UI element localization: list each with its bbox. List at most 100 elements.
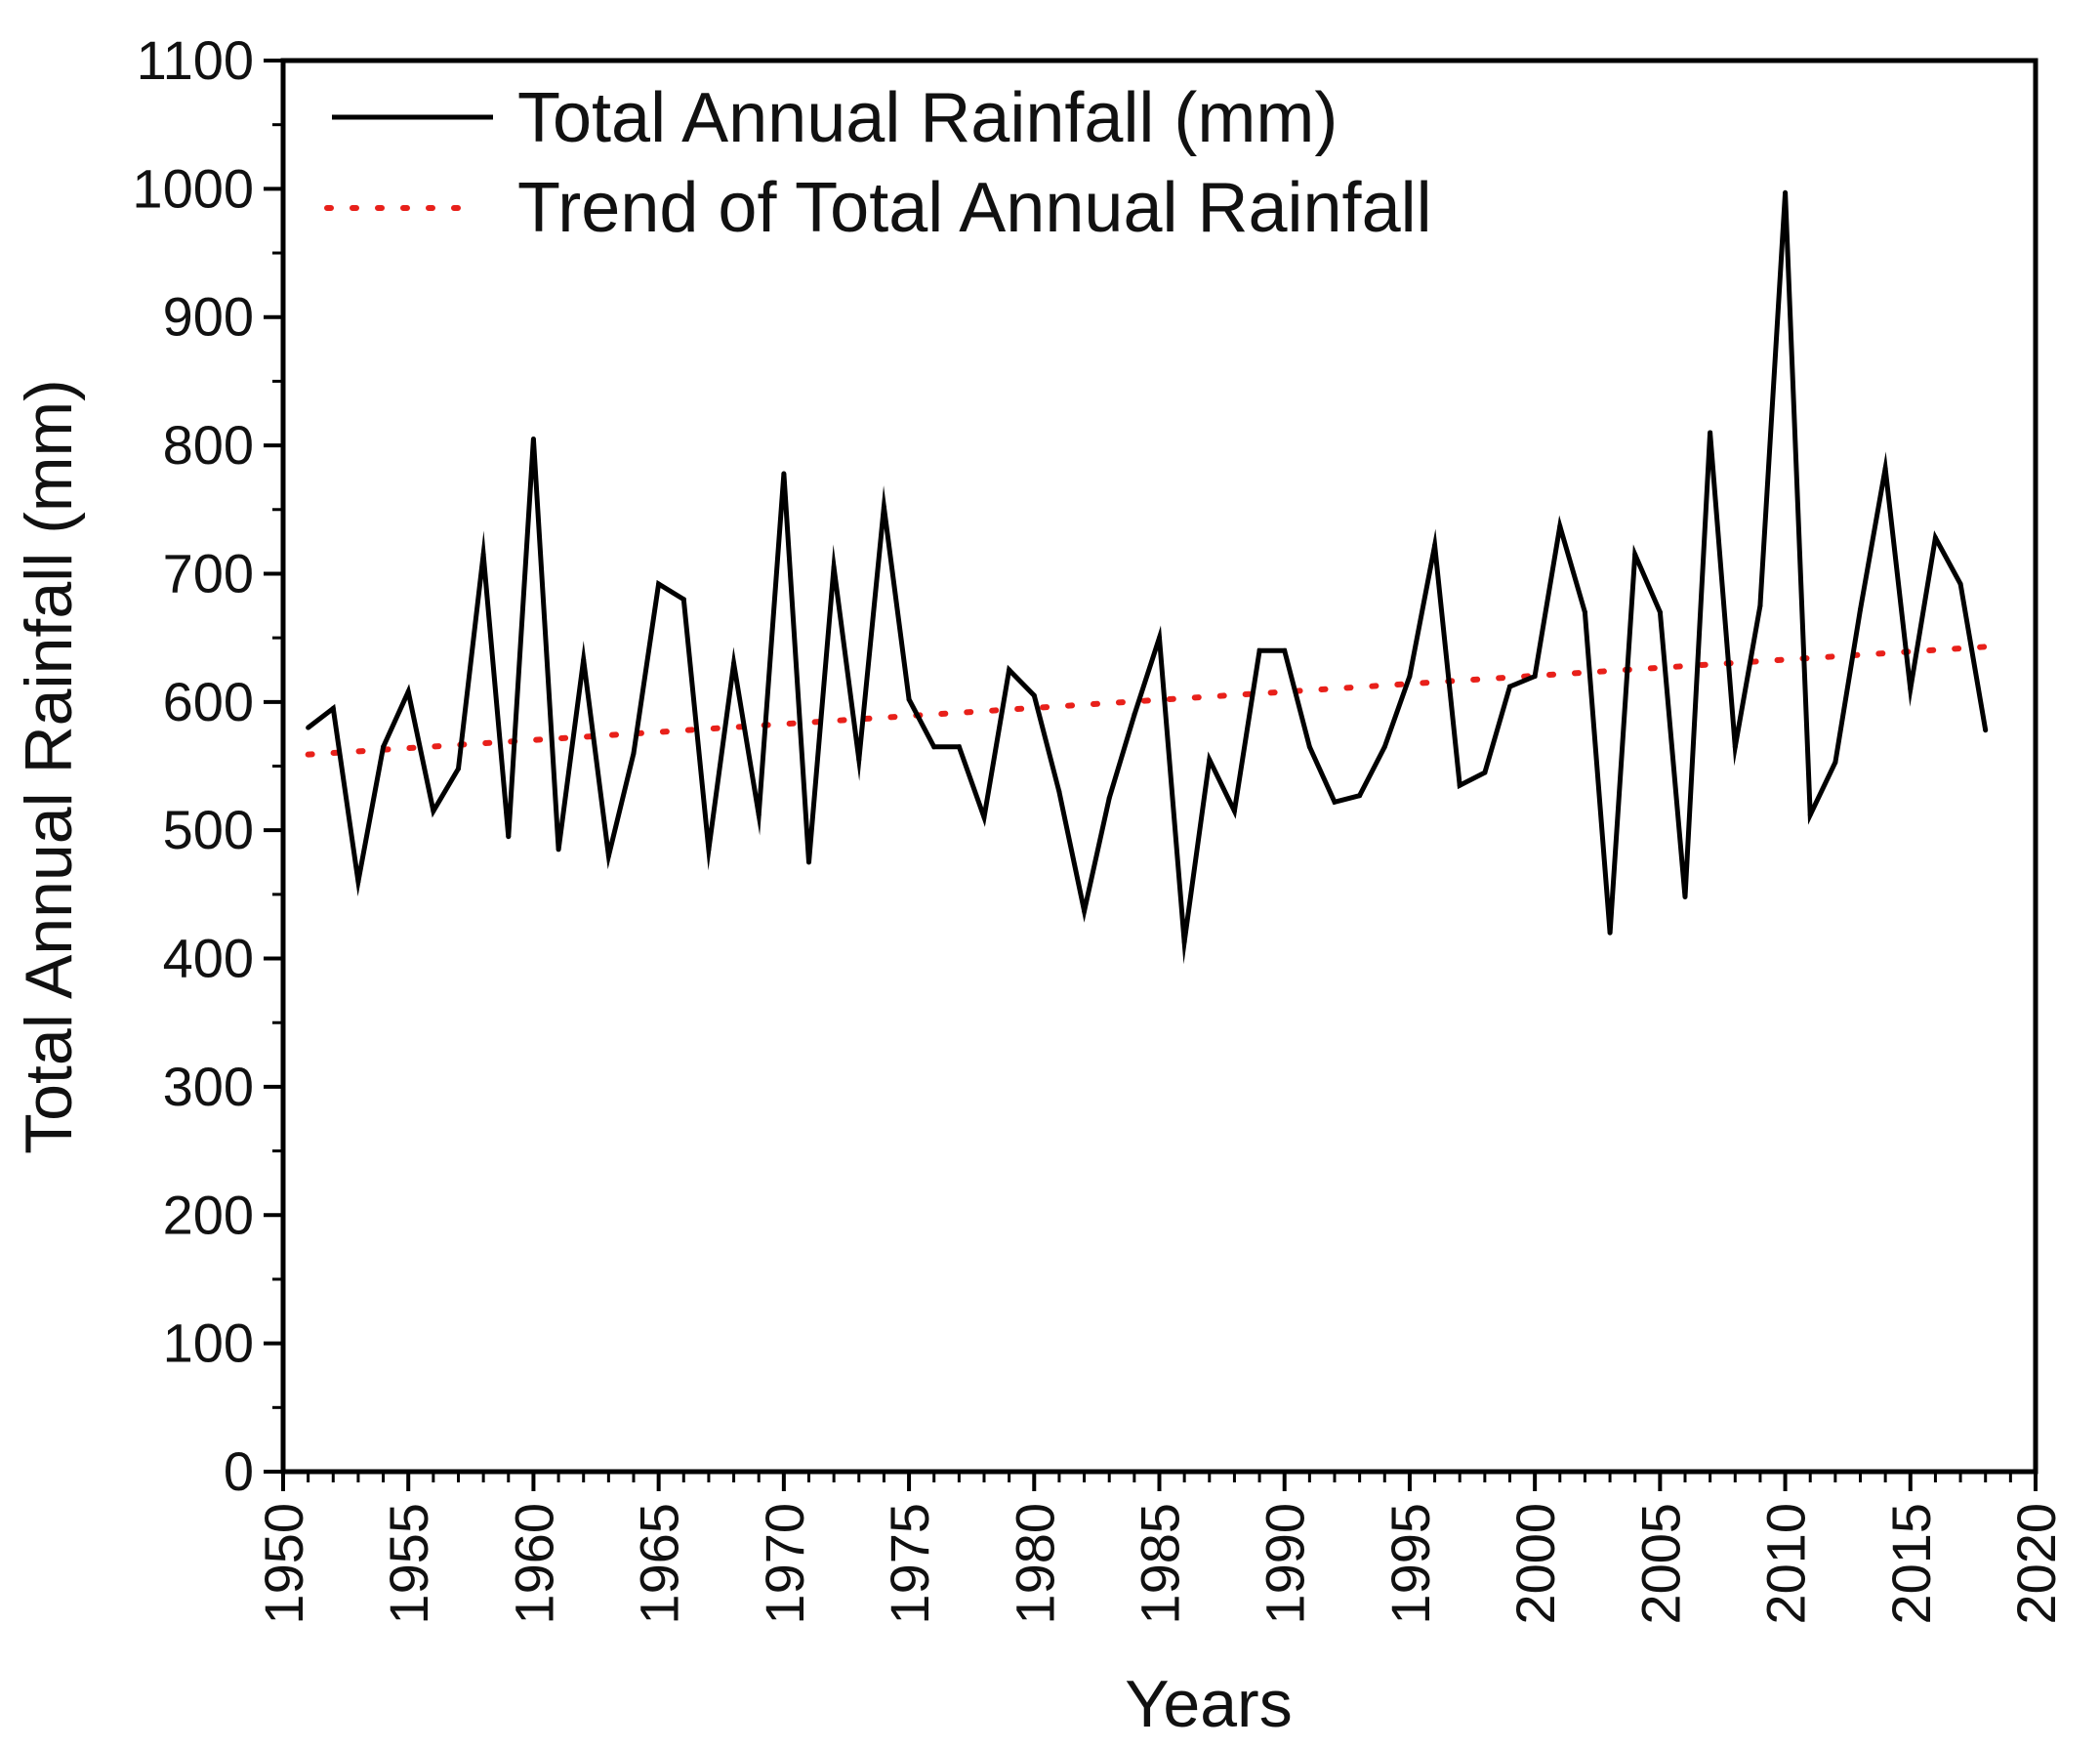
rainfall-point: [1657, 609, 1663, 615]
series-layer: [305, 189, 1989, 965]
rainfall-point: [1757, 603, 1763, 608]
rainfall-point: [1031, 692, 1037, 698]
x-tick-label: 1990: [1255, 1503, 1316, 1625]
rainfall-point: [956, 744, 962, 750]
rainfall-point: [581, 656, 587, 662]
rainfall-point: [1832, 760, 1838, 766]
rainfall-point: [680, 597, 686, 603]
x-axis-title: Years: [1125, 1667, 1292, 1741]
rainfall-point: [1132, 712, 1137, 718]
x-tick-label: 2010: [1755, 1503, 1817, 1625]
rainfall-point: [1056, 789, 1062, 795]
rainfall-point: [1607, 930, 1613, 936]
rainfall-point: [1457, 782, 1462, 788]
rainfall-point: [306, 725, 311, 730]
rainfall-point: [1432, 543, 1438, 549]
rainfall-point: [1882, 466, 1888, 472]
rainfall-point: [1582, 609, 1587, 615]
x-tick-label: 1970: [754, 1503, 815, 1625]
y-axis: 0 100 200 300 400 500 600 700 800 900 1000 1100: [132, 29, 283, 1502]
x-tick-label: 2020: [2005, 1503, 2067, 1625]
rainfall-point: [1732, 744, 1738, 750]
y-tick-label: 1000: [132, 157, 254, 219]
rainfall-point: [405, 688, 411, 694]
rainfall-point: [1507, 684, 1512, 689]
legend: Total Annual Rainfall (mm) Trend of Tota…: [324, 79, 1432, 247]
rainfall-point: [906, 696, 912, 702]
x-tick-label: 1975: [879, 1503, 940, 1625]
rainfall-point: [1407, 674, 1413, 680]
rainfall-point: [556, 847, 561, 853]
rainfall-point: [706, 847, 712, 853]
y-tick-label: 100: [163, 1312, 254, 1374]
x-tick-label: 1995: [1379, 1503, 1441, 1625]
y-tick-label: 600: [163, 671, 254, 732]
rainfall-point: [1783, 189, 1789, 195]
rainfall-point: [1007, 667, 1012, 673]
y-tick-label: 300: [163, 1056, 254, 1117]
y-tick-label: 1100: [137, 29, 254, 91]
rainfall-point: [1708, 430, 1713, 436]
x-tick-label: 1955: [378, 1503, 439, 1625]
rainfall-point: [1381, 744, 1387, 750]
rainfall-point: [456, 766, 461, 771]
rainfall-point: [981, 814, 987, 820]
rainfall-point: [1532, 674, 1538, 680]
rainfall-point: [480, 552, 486, 558]
rainfall-point: [1106, 795, 1112, 801]
rainfall-point: [1908, 687, 1914, 692]
rainfall-point: [530, 437, 536, 442]
rainfall-point: [931, 744, 937, 750]
rainfall-point: [1282, 647, 1288, 653]
rainfall-point: [1682, 894, 1688, 899]
rainfall-point: [1306, 744, 1312, 750]
rainfall-point: [756, 812, 762, 817]
y-tick-label: 0: [224, 1440, 254, 1502]
y-tick-label: 800: [163, 414, 254, 476]
rainfall-point: [1807, 812, 1813, 817]
y-tick-label: 900: [163, 286, 254, 348]
rainfall-point: [330, 705, 336, 711]
rainfall-line: [307, 192, 1989, 965]
rainfall-point: [856, 757, 862, 763]
x-tick-label: 1965: [629, 1503, 690, 1625]
plot-frame: [280, 58, 2038, 1475]
x-tick-label: 1985: [1130, 1503, 1191, 1625]
rainfall-point: [1082, 908, 1088, 914]
rainfall-point: [881, 504, 886, 510]
rainfall-point: [1157, 635, 1162, 641]
x-tick-label: 2000: [1504, 1503, 1566, 1625]
rainfall-point: [605, 853, 611, 858]
rainfall-point: [631, 750, 637, 756]
rainfall-point: [1231, 808, 1237, 813]
rainfall-point: [656, 581, 662, 587]
rainfall-point: [1181, 938, 1187, 944]
trend-line: [305, 644, 1989, 758]
x-tick-label: 2005: [1629, 1503, 1691, 1625]
x-tick-label: 1980: [1004, 1503, 1065, 1625]
y-axis-title: Total Annual Rainfall (mm): [12, 379, 86, 1154]
x-axis: 1950 1955 1960 1965 1970 1975 1980 1985 1990 1995…: [253, 1472, 2067, 1625]
y-tick-label: 700: [163, 542, 254, 604]
y-tick-label: 500: [163, 799, 254, 860]
rainfall-point: [1858, 606, 1863, 612]
legend-label-rainfall: Total Annual Rainfall (mm): [517, 79, 1338, 157]
rainfall-point: [1482, 770, 1488, 775]
x-tick-label: 1960: [503, 1503, 564, 1625]
rainfall-point: [1357, 793, 1363, 799]
rainfall-point: [1957, 581, 1963, 587]
rainfall-point: [806, 859, 811, 865]
rainfall-point: [831, 564, 837, 570]
rainfall-point: [506, 834, 512, 840]
rainfall-point: [431, 808, 436, 813]
rainfall-point: [1256, 647, 1262, 653]
rainfall-point: [731, 660, 737, 666]
y-tick-label: 400: [163, 928, 254, 989]
rainfall-point: [1207, 757, 1213, 763]
legend-label-trend: Trend of Total Annual Rainfall: [517, 169, 1432, 247]
rainfall-point: [1332, 799, 1338, 805]
rainfall-point: [1983, 728, 1989, 733]
rainfall-point: [355, 879, 361, 885]
